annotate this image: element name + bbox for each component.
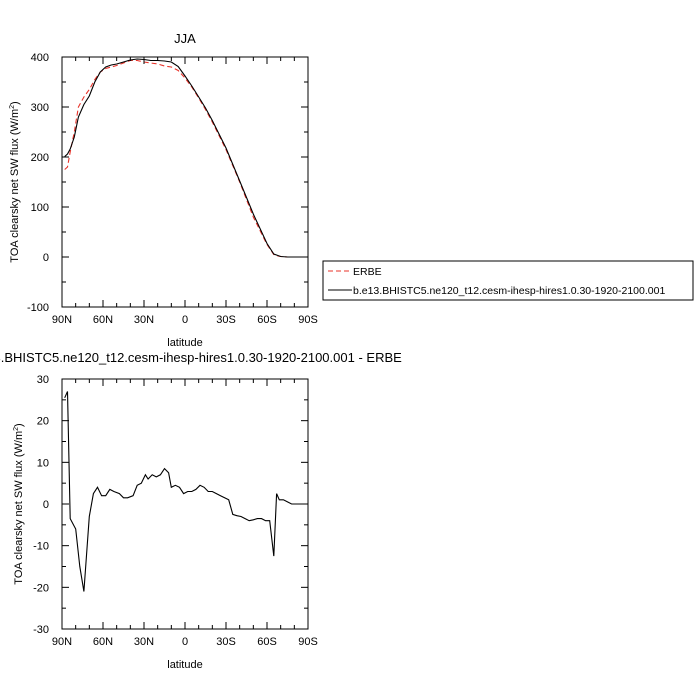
top-plot-frame bbox=[61, 56, 309, 308]
bottom-x-tick-label: 30N bbox=[134, 636, 154, 648]
bottom-y-tick-label: 10 bbox=[37, 457, 49, 469]
top-y-tick-label: 100 bbox=[31, 202, 49, 214]
top-x-tick-label: 30S bbox=[216, 314, 236, 326]
top-series-line-erbe bbox=[64, 59, 308, 258]
bottom-panel: b.e13.BHISTC5.ne120_t12.cesm-ihesp-hires… bbox=[0, 350, 402, 671]
legend-label-erbe: ERBE bbox=[353, 266, 382, 278]
bottom-plot-frame bbox=[61, 378, 309, 630]
bottom-y-tick-label: 0 bbox=[43, 499, 49, 511]
top-x-axis-label: latitude bbox=[167, 337, 202, 349]
top-x-tick-label: 30N bbox=[134, 314, 154, 326]
bottom-series-line-difference bbox=[64, 391, 308, 592]
legend-box bbox=[322, 260, 694, 301]
bottom-x-axis-label: latitude bbox=[167, 659, 202, 671]
top-series-line-model bbox=[64, 58, 308, 258]
bottom-x-tick-label: 90S bbox=[298, 636, 318, 648]
bottom-x-tick-label: 60N bbox=[93, 636, 113, 648]
bottom-plot-series bbox=[64, 391, 308, 592]
top-x-tick-label: 60N bbox=[93, 314, 113, 326]
top-y-axis-label: TOA clearsky net SW flux (W/m2) bbox=[9, 101, 21, 262]
top-ticks: 90N 60N 30N 0 30S 60S 90S -100 0 100 200 300 400 bbox=[27, 52, 318, 326]
bottom-x-tick-label: 30S bbox=[216, 636, 236, 648]
top-y-tick-label: 200 bbox=[31, 152, 49, 164]
bottom-y-axis-label: TOA clearsky net SW flux (W/m2) bbox=[13, 423, 25, 584]
top-panel: JJA 90N 60N 30N 0 30S 60S 90S -100 0 100 200 300 400… bbox=[9, 31, 694, 349]
top-x-tick-label: 0 bbox=[182, 314, 188, 326]
legend-label-model: b.e13.BHISTC5.ne120_t12.cesm-ihesp-hires… bbox=[353, 285, 665, 297]
top-y-tick-label: 400 bbox=[31, 52, 49, 64]
top-y-tick-label: 300 bbox=[31, 102, 49, 114]
top-x-tick-label: 90N bbox=[52, 314, 72, 326]
top-chart-title: JJA bbox=[174, 31, 196, 46]
bottom-x-tick-label: 0 bbox=[182, 636, 188, 648]
bottom-x-tick-label: 90N bbox=[52, 636, 72, 648]
bottom-y-tick-label: 20 bbox=[37, 416, 49, 428]
top-x-tick-label: 60S bbox=[257, 314, 277, 326]
top-y-tick-label: -100 bbox=[27, 302, 49, 314]
bottom-ticks: 90N 60N 30N 0 30S 60S 90S -30 -20 -10 0 10 20 30 bbox=[33, 374, 318, 648]
top-y-tick-label: 0 bbox=[43, 252, 49, 264]
bottom-y-tick-label: 30 bbox=[37, 374, 49, 386]
bottom-x-tick-label: 60S bbox=[257, 636, 277, 648]
legend: ERBE b.e13.BHISTC5.ne120_t12.cesm-ihesp-… bbox=[322, 260, 694, 301]
bottom-y-tick-label: -20 bbox=[33, 582, 49, 594]
top-x-tick-label: 90S bbox=[298, 314, 318, 326]
bottom-y-tick-label: -30 bbox=[33, 624, 49, 636]
bottom-y-tick-label: -10 bbox=[33, 541, 49, 553]
top-plot-series bbox=[64, 58, 308, 258]
bottom-chart-title: b.e13.BHISTC5.ne120_t12.cesm-ihesp-hires… bbox=[0, 350, 402, 365]
